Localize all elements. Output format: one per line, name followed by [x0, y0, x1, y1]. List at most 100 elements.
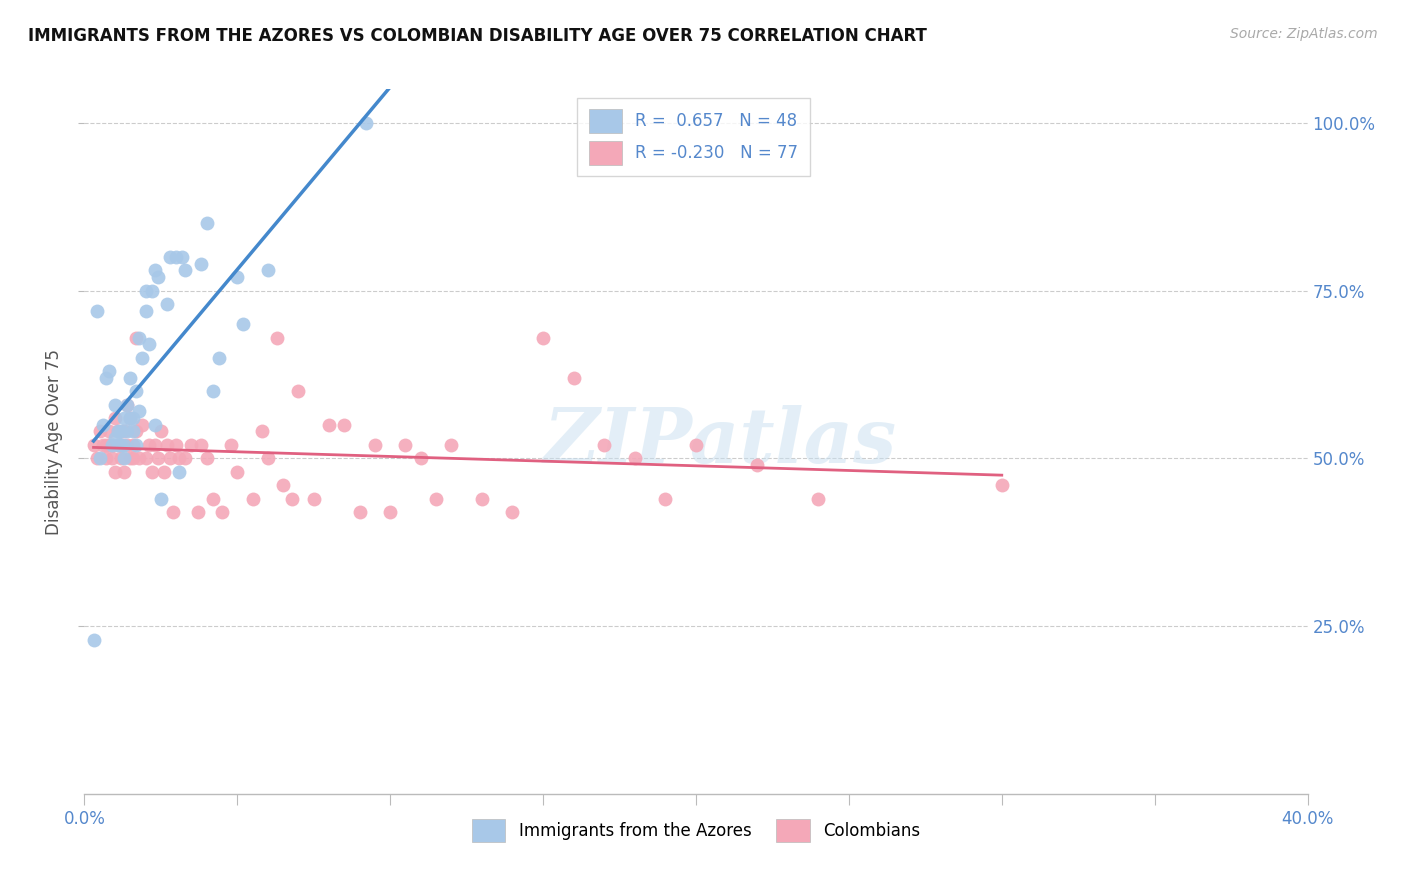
Point	[112, 438, 135, 452]
Text: IMMIGRANTS FROM THE AZORES VS COLOMBIAN DISABILITY AGE OVER 75 CORRELATION CHART: IMMIGRANTS FROM THE AZORES VS COLOMBIAN …	[28, 27, 927, 45]
Point	[97, 425, 120, 439]
Point	[149, 491, 172, 506]
Point	[135, 451, 157, 466]
Point	[174, 451, 197, 466]
Point	[242, 491, 264, 506]
Point	[83, 632, 105, 647]
Point	[167, 465, 190, 479]
Point	[156, 438, 179, 452]
Point	[138, 438, 160, 452]
Point	[471, 491, 494, 506]
Point	[143, 417, 166, 432]
Point	[101, 451, 124, 466]
Point	[208, 351, 231, 365]
Point	[211, 505, 233, 519]
Point	[174, 263, 197, 277]
Point	[94, 371, 117, 385]
Point	[394, 438, 416, 452]
Point	[409, 451, 432, 466]
Point	[141, 284, 163, 298]
Point	[131, 417, 153, 432]
Point	[122, 425, 145, 439]
Point	[143, 263, 166, 277]
Point	[146, 270, 169, 285]
Text: ZIPatlas: ZIPatlas	[544, 405, 897, 478]
Point	[131, 351, 153, 365]
Point	[115, 398, 138, 412]
Point	[380, 505, 402, 519]
Point	[120, 451, 142, 466]
Point	[257, 451, 280, 466]
Point	[562, 371, 585, 385]
Point	[115, 425, 138, 439]
Point	[425, 491, 447, 506]
Y-axis label: Disability Age Over 75: Disability Age Over 75	[45, 349, 63, 534]
Point	[747, 458, 769, 472]
Point	[440, 438, 463, 452]
Point	[135, 303, 157, 318]
Point	[125, 425, 148, 439]
Point	[146, 451, 169, 466]
Point	[97, 438, 120, 452]
Point	[86, 303, 108, 318]
Point	[104, 465, 127, 479]
Point	[318, 417, 340, 432]
Point	[112, 425, 135, 439]
Point	[86, 451, 108, 466]
Point	[165, 250, 187, 264]
Point	[104, 411, 127, 425]
Point	[287, 384, 309, 399]
Point	[190, 438, 212, 452]
Point	[112, 451, 135, 466]
Point	[991, 478, 1014, 492]
Point	[143, 438, 166, 452]
Point	[107, 438, 129, 452]
Point	[120, 411, 142, 425]
Point	[165, 438, 187, 452]
Point	[159, 451, 181, 466]
Point	[110, 451, 132, 466]
Point	[125, 438, 148, 452]
Point	[110, 425, 132, 439]
Point	[149, 425, 172, 439]
Point	[104, 398, 127, 412]
Point	[94, 438, 117, 452]
Point	[115, 398, 138, 412]
Point	[654, 491, 676, 506]
Point	[101, 438, 124, 452]
Point	[593, 438, 616, 452]
Point	[257, 263, 280, 277]
Point	[685, 438, 707, 452]
Point	[281, 491, 304, 506]
Point	[156, 297, 179, 311]
Point	[624, 451, 647, 466]
Point	[302, 491, 325, 506]
Point	[180, 438, 202, 452]
Point	[502, 505, 524, 519]
Point	[97, 364, 120, 378]
Point	[107, 438, 129, 452]
Point	[122, 438, 145, 452]
Point	[531, 330, 554, 344]
Point	[226, 270, 249, 285]
Point	[333, 417, 356, 432]
Point	[89, 451, 111, 466]
Point	[107, 425, 129, 439]
Point	[266, 330, 288, 344]
Point	[250, 425, 273, 439]
Point	[94, 451, 117, 466]
Point	[91, 438, 114, 452]
Point	[201, 491, 224, 506]
Point	[226, 465, 249, 479]
Point	[153, 465, 176, 479]
Point	[110, 438, 132, 452]
Point	[122, 451, 145, 466]
Point	[128, 404, 150, 418]
Point	[112, 465, 135, 479]
Point	[141, 465, 163, 479]
Point	[122, 411, 145, 425]
Point	[104, 431, 127, 445]
Point	[162, 505, 184, 519]
Point	[195, 451, 218, 466]
Point	[115, 438, 138, 452]
